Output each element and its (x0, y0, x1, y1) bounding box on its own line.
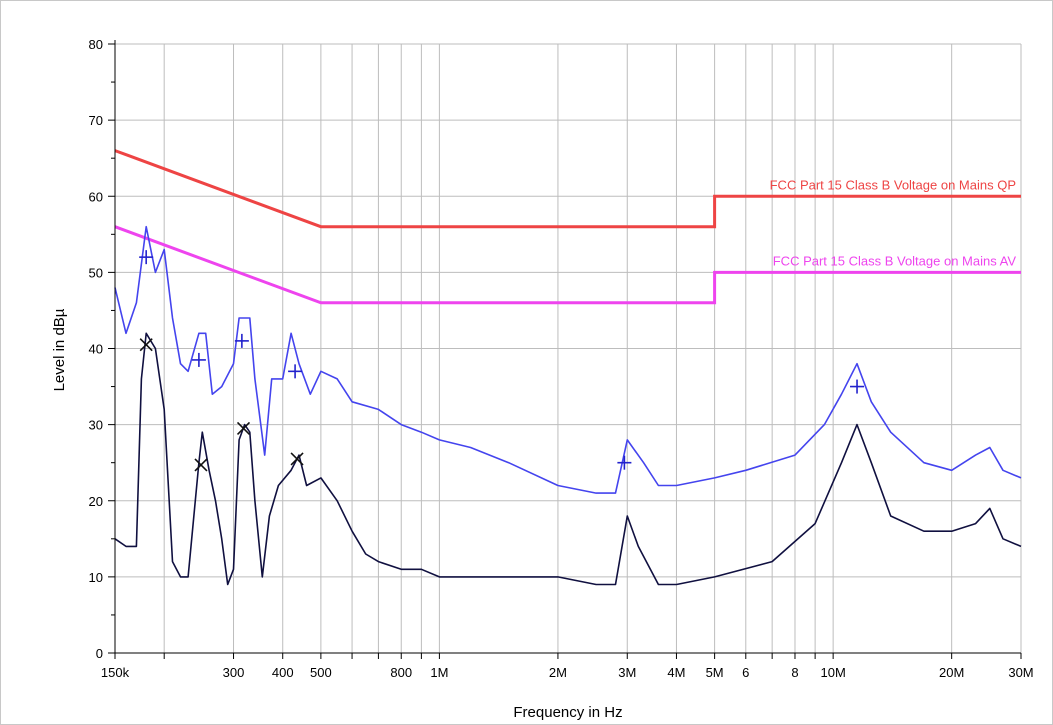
plus-marker (850, 379, 865, 394)
cross-marker-b (139, 338, 153, 352)
series-line (114, 332, 1022, 586)
peak-markers (139, 250, 865, 472)
x-tick-label: 1M (430, 665, 448, 680)
y-tick-label: 0 (96, 646, 103, 661)
x-tick-label: 8 (791, 665, 798, 680)
x-tick-label: 3M (618, 665, 636, 680)
cross-marker (290, 452, 304, 466)
limit-lines: FCC Part 15 Class B Voltage on Mains QP F… (114, 149, 1021, 305)
y-tick-label: 40 (89, 342, 103, 357)
axes (108, 40, 1022, 659)
x-tick-label: 2M (549, 665, 567, 680)
x-tick-label: 20M (939, 665, 964, 680)
plus-marker (234, 333, 249, 348)
series-line (114, 225, 1022, 494)
y-tick-label: 20 (89, 494, 103, 509)
plus-marker (617, 455, 632, 470)
y-tick-label: 30 (89, 418, 103, 433)
cross-marker (236, 421, 251, 435)
measurement-series (114, 225, 1022, 586)
cross-marker-b (290, 452, 304, 466)
limit-label: FCC Part 15 Class B Voltage on Mains AV (773, 253, 1017, 268)
limit-label: FCC Part 15 Class B Voltage on Mains QP (770, 177, 1016, 192)
cross-marker-b (194, 458, 208, 472)
plus-marker (288, 364, 303, 379)
grid-layer (114, 43, 1022, 654)
cross-marker-b (236, 421, 251, 435)
y-tick-label: 80 (89, 37, 103, 52)
plus-marker (191, 352, 206, 367)
x-tick-label: 10M (820, 665, 845, 680)
limit-line (114, 149, 1021, 229)
cross-marker (194, 458, 208, 472)
y-tick-label: 10 (89, 570, 103, 585)
y-tick-label: 60 (89, 189, 103, 204)
x-tick-label: 500 (310, 665, 332, 680)
y-axis-title: Level in dBµ (51, 308, 68, 391)
x-tick-label: 400 (272, 665, 294, 680)
x-tick-label: 4M (667, 665, 685, 680)
x-tick-label: 5M (706, 665, 724, 680)
x-tick-label: 800 (390, 665, 412, 680)
cross-marker (139, 338, 153, 352)
y-tick-label: 70 (89, 113, 103, 128)
x-axis-title: Frequency in Hz (513, 704, 622, 721)
plus-marker (139, 250, 154, 265)
axis-labels: 0 10 20 30 40 50 60 70 80 150k 300 400 500 800 1M 2M 3M 4… (89, 37, 1034, 680)
y-tick-label: 50 (89, 265, 103, 280)
x-tick-label: 6 (742, 665, 749, 680)
x-tick-label: 150k (101, 665, 130, 680)
x-tick-label: 300 (223, 665, 245, 680)
limit-line (114, 225, 1021, 305)
x-tick-label: 30M (1008, 665, 1033, 680)
